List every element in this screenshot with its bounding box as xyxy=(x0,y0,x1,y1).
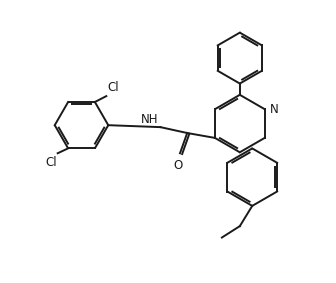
Text: Cl: Cl xyxy=(107,82,119,95)
Text: NH: NH xyxy=(141,113,159,125)
Text: O: O xyxy=(174,159,183,172)
Text: Cl: Cl xyxy=(45,156,57,169)
Text: N: N xyxy=(269,103,278,116)
